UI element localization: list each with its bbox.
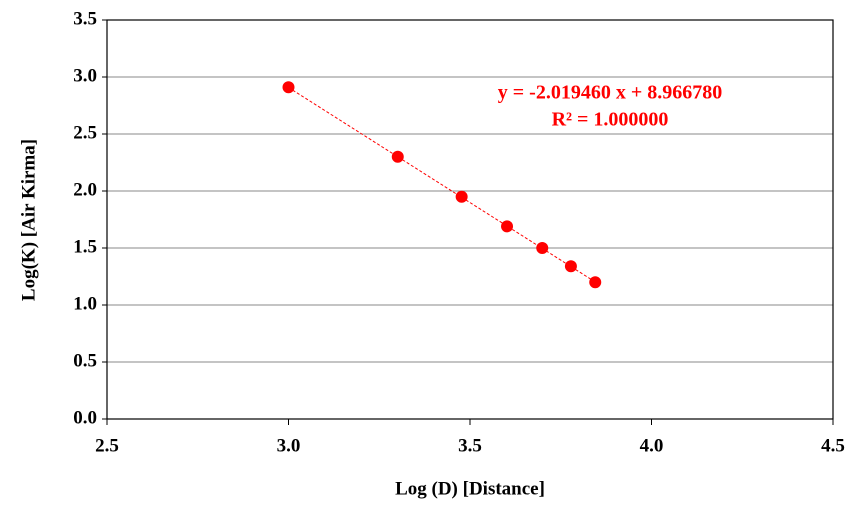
trendline	[288, 87, 596, 283]
point	[536, 242, 549, 254]
r-squared: R² = 1.000000	[552, 109, 669, 131]
point	[589, 276, 602, 289]
y-tick-label: 0.5	[73, 350, 97, 371]
x-tick-label: 4.5	[821, 435, 845, 456]
equation: y = -2.019460 x + 8.966780	[498, 82, 722, 104]
x-tick-label: 4.0	[640, 435, 664, 456]
y-axis-label: Log(K) [Air Kirma]	[18, 139, 39, 301]
y-tick-label: 0.0	[73, 407, 97, 428]
y-tick-label: 2.0	[73, 179, 97, 200]
point	[501, 220, 514, 233]
y-tick-label: 2.5	[73, 122, 97, 143]
y-tick-label: 3.5	[73, 8, 97, 29]
y-tick-label: 1.5	[73, 236, 97, 257]
y-tick-label: 3.0	[73, 65, 97, 86]
point	[564, 260, 577, 273]
y-tick-label: 1.0	[73, 293, 97, 314]
x-tick-label: 2.5	[95, 435, 119, 456]
point	[282, 81, 295, 94]
point	[455, 190, 468, 203]
x-tick-label: 3.5	[458, 435, 482, 456]
plot-frame	[106, 19, 834, 420]
x-tick-label: 3.0	[277, 435, 301, 456]
x-axis-label: Log (D) [Distance]	[395, 478, 545, 499]
point	[391, 150, 404, 163]
